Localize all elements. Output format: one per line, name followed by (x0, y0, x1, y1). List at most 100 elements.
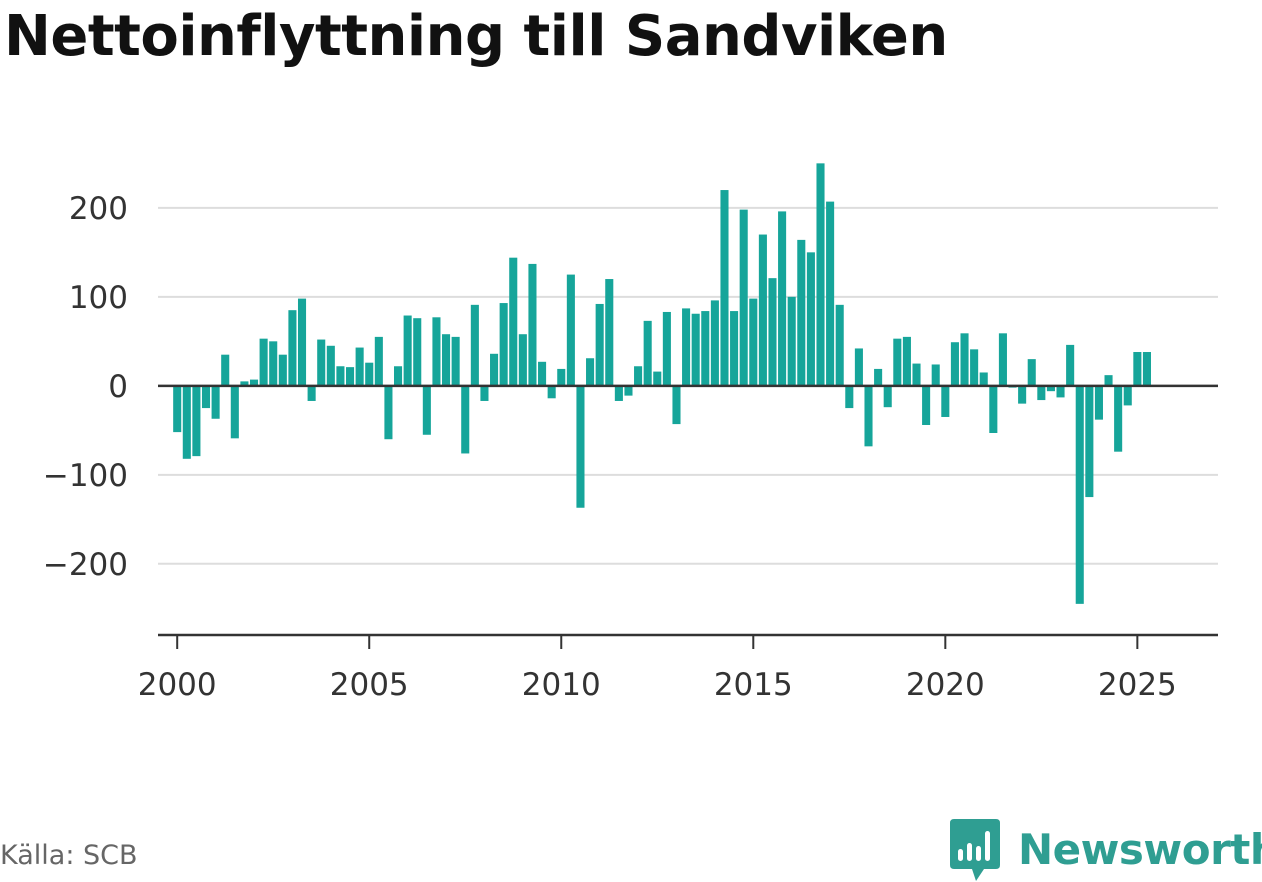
bar (336, 366, 345, 386)
y-tick-label: −100 (43, 458, 128, 494)
bar (816, 163, 825, 386)
bar (547, 385, 556, 399)
bar (557, 368, 566, 386)
bar (384, 385, 393, 440)
bar (979, 372, 988, 386)
bar (941, 385, 950, 417)
bar (595, 303, 604, 386)
bar (1114, 385, 1123, 452)
bar (883, 385, 892, 408)
x-tick-label: 2010 (522, 667, 601, 703)
bar (624, 385, 633, 396)
bar (1027, 359, 1036, 386)
bar (960, 333, 969, 386)
bar (902, 336, 911, 386)
bar (1056, 385, 1065, 398)
bar (682, 308, 691, 386)
bar (509, 257, 518, 386)
x-tick-label: 2005 (330, 667, 409, 703)
bar (874, 368, 883, 386)
bar (634, 366, 643, 386)
tick-labels: 200 100 0 −100 −200 2000 2005 2010 2015 2020 2025 (43, 191, 1177, 703)
bar (826, 201, 835, 386)
bar (758, 234, 767, 386)
bar (1104, 375, 1113, 386)
bar (950, 342, 959, 386)
bar (173, 385, 182, 433)
bar (576, 385, 585, 508)
source-note: Källa: SCB (0, 840, 138, 871)
bar (297, 298, 307, 386)
bar (221, 354, 230, 386)
bar (288, 310, 297, 386)
bar (691, 313, 700, 386)
bar (1123, 385, 1132, 406)
bar (1085, 385, 1094, 498)
bar (662, 311, 671, 386)
bar (518, 334, 527, 386)
bar (432, 317, 441, 386)
bar (451, 336, 460, 386)
bar (490, 353, 499, 386)
bar (1018, 385, 1027, 404)
bar (806, 252, 815, 386)
bar (749, 298, 758, 386)
axes (158, 384, 1218, 649)
bar (710, 300, 719, 386)
bar (730, 311, 739, 386)
bar (422, 385, 431, 435)
bar (307, 385, 316, 401)
bar (1142, 352, 1151, 386)
y-tick-label: −200 (43, 547, 128, 583)
bar (778, 211, 787, 386)
bar (259, 338, 268, 386)
bar (374, 336, 383, 386)
bar (701, 311, 710, 386)
bar (201, 385, 211, 409)
bar (566, 274, 575, 386)
bar (538, 361, 547, 386)
bar (653, 371, 662, 386)
bar (586, 358, 595, 386)
bar (768, 278, 777, 386)
bar (326, 345, 335, 386)
newsworthy-logo-icon (950, 819, 1000, 881)
bar (1046, 385, 1055, 392)
bar (211, 385, 220, 419)
bar (605, 279, 614, 386)
bar (845, 385, 854, 409)
bar (394, 366, 403, 386)
x-tick-label: 2015 (714, 667, 793, 703)
bar (230, 385, 239, 439)
bar (182, 385, 191, 459)
bar (787, 296, 796, 386)
bar (922, 385, 931, 425)
bar (355, 347, 364, 386)
y-tick-label: 0 (108, 369, 128, 405)
bar (835, 304, 844, 386)
bars (173, 163, 1151, 604)
bar (614, 385, 623, 401)
bar (989, 385, 998, 433)
bar (720, 190, 729, 386)
bar (192, 385, 201, 457)
brand-name: Newsworthy (1018, 825, 1262, 874)
chart-title: Nettoinflyttning till Sandviken (4, 4, 948, 69)
gridlines (158, 206, 1218, 565)
bar (249, 379, 259, 386)
bar (893, 338, 902, 386)
bar (442, 334, 451, 386)
y-tick-label: 100 (69, 280, 128, 316)
bar (1075, 385, 1084, 604)
bar (480, 385, 489, 401)
bar (931, 364, 940, 386)
bar (1066, 344, 1075, 386)
brand-logo[interactable]: Newsworthy (950, 818, 1262, 882)
bar (970, 349, 979, 386)
bar (528, 263, 537, 386)
bar (1037, 385, 1046, 401)
bar (1094, 385, 1103, 420)
bar (499, 303, 508, 386)
bar (240, 381, 249, 386)
bar (470, 304, 479, 386)
